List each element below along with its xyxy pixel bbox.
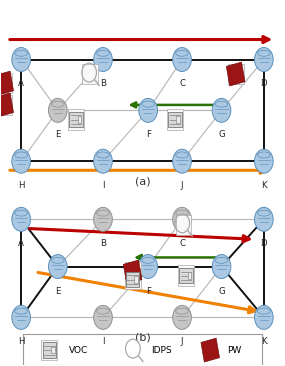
Text: F: F — [146, 287, 151, 295]
Circle shape — [212, 255, 231, 279]
Text: IDPS: IDPS — [151, 346, 172, 355]
FancyBboxPatch shape — [126, 272, 139, 287]
Ellipse shape — [52, 101, 64, 107]
Polygon shape — [0, 93, 13, 117]
Text: I: I — [102, 181, 104, 190]
Text: B: B — [100, 239, 106, 248]
Text: G: G — [218, 287, 225, 295]
Polygon shape — [123, 260, 142, 284]
Ellipse shape — [97, 210, 109, 216]
Ellipse shape — [258, 210, 270, 216]
FancyBboxPatch shape — [178, 265, 194, 286]
FancyBboxPatch shape — [23, 334, 262, 365]
Ellipse shape — [176, 308, 188, 314]
FancyBboxPatch shape — [168, 112, 182, 127]
FancyBboxPatch shape — [176, 116, 180, 123]
Text: C: C — [179, 79, 185, 89]
Circle shape — [12, 48, 30, 71]
Circle shape — [48, 98, 67, 122]
FancyBboxPatch shape — [125, 262, 141, 282]
Circle shape — [12, 305, 30, 329]
Ellipse shape — [97, 152, 109, 158]
FancyBboxPatch shape — [134, 276, 138, 283]
Circle shape — [94, 305, 112, 329]
FancyBboxPatch shape — [78, 116, 81, 123]
FancyBboxPatch shape — [228, 64, 244, 84]
Text: D: D — [260, 239, 267, 248]
Circle shape — [173, 305, 191, 329]
Circle shape — [12, 149, 30, 173]
Text: C: C — [179, 239, 185, 248]
Circle shape — [94, 207, 112, 231]
FancyBboxPatch shape — [125, 269, 141, 290]
Text: PW: PW — [227, 346, 241, 355]
Ellipse shape — [215, 257, 228, 263]
Text: H: H — [18, 181, 25, 190]
FancyBboxPatch shape — [42, 343, 56, 358]
Circle shape — [255, 207, 273, 231]
Text: VOC: VOC — [69, 346, 88, 355]
Ellipse shape — [15, 50, 27, 56]
Circle shape — [139, 98, 157, 122]
FancyBboxPatch shape — [51, 347, 54, 354]
Text: G: G — [218, 130, 225, 139]
Circle shape — [173, 149, 191, 173]
Ellipse shape — [258, 50, 270, 56]
Circle shape — [255, 149, 273, 173]
Text: K: K — [261, 337, 267, 346]
Ellipse shape — [97, 50, 109, 56]
FancyBboxPatch shape — [180, 268, 193, 283]
Text: A: A — [18, 79, 24, 89]
Text: I: I — [102, 337, 104, 346]
Ellipse shape — [142, 257, 154, 263]
Circle shape — [255, 305, 273, 329]
Ellipse shape — [15, 152, 27, 158]
FancyBboxPatch shape — [41, 340, 57, 360]
Ellipse shape — [176, 210, 188, 216]
Ellipse shape — [142, 101, 154, 107]
Circle shape — [48, 255, 67, 279]
Polygon shape — [0, 71, 13, 95]
Ellipse shape — [215, 101, 228, 107]
Text: J: J — [181, 337, 183, 346]
Ellipse shape — [52, 257, 64, 263]
Text: B: B — [100, 79, 106, 89]
Circle shape — [139, 255, 157, 279]
Circle shape — [212, 98, 231, 122]
Circle shape — [173, 207, 191, 231]
FancyBboxPatch shape — [82, 64, 98, 84]
Ellipse shape — [258, 308, 270, 314]
FancyBboxPatch shape — [0, 73, 12, 93]
FancyBboxPatch shape — [70, 112, 83, 127]
FancyBboxPatch shape — [0, 95, 12, 115]
FancyBboxPatch shape — [188, 272, 192, 279]
Ellipse shape — [176, 50, 188, 56]
Text: K: K — [261, 181, 267, 190]
Text: H: H — [18, 337, 25, 346]
Polygon shape — [201, 338, 219, 362]
Circle shape — [255, 48, 273, 71]
Circle shape — [94, 48, 112, 71]
FancyBboxPatch shape — [68, 109, 84, 130]
Text: D: D — [260, 79, 267, 89]
FancyBboxPatch shape — [167, 109, 183, 130]
Polygon shape — [226, 62, 245, 86]
Ellipse shape — [176, 152, 188, 158]
Ellipse shape — [15, 308, 27, 314]
Ellipse shape — [258, 152, 270, 158]
Ellipse shape — [97, 308, 109, 314]
FancyBboxPatch shape — [176, 214, 191, 235]
Text: A: A — [18, 239, 24, 248]
Text: J: J — [181, 181, 183, 190]
Circle shape — [94, 149, 112, 173]
Text: F: F — [146, 130, 151, 139]
Ellipse shape — [15, 210, 27, 216]
Text: (a): (a) — [135, 177, 150, 187]
Text: E: E — [55, 287, 61, 295]
Circle shape — [12, 207, 30, 231]
Circle shape — [173, 48, 191, 71]
Text: E: E — [55, 130, 61, 139]
Text: (b): (b) — [135, 333, 150, 343]
